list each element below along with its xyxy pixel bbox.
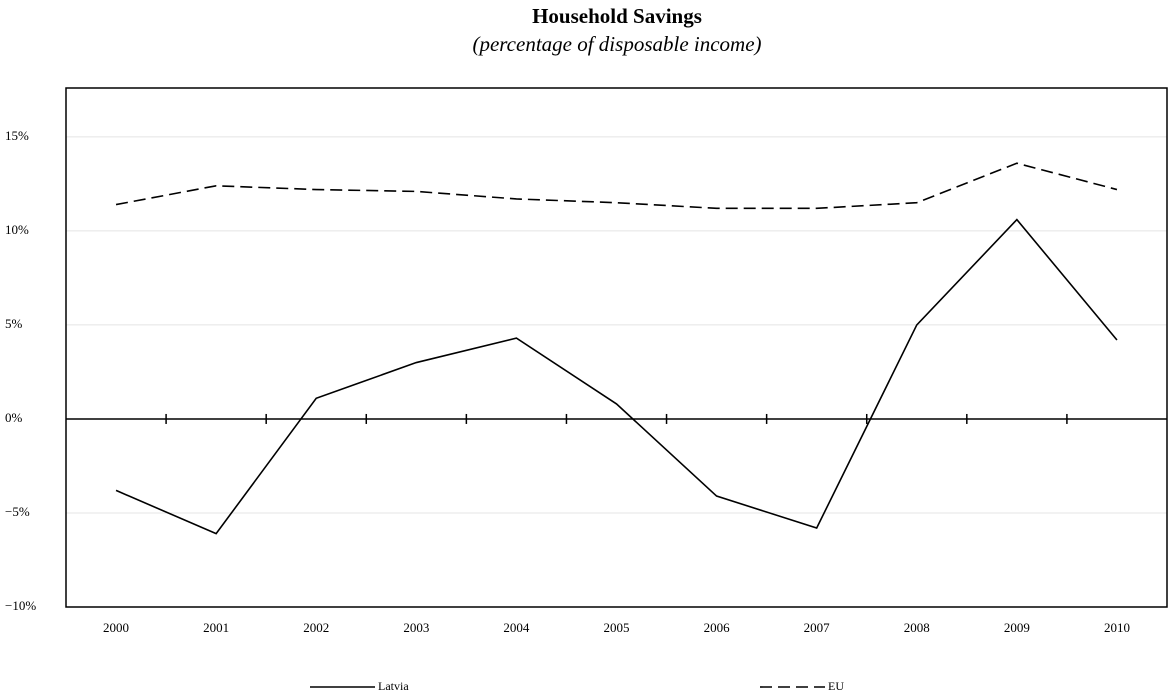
series-line (115, 218, 1118, 535)
y-tick-label: −5% (5, 504, 30, 519)
x-tick-label: 2007 (804, 620, 831, 635)
x-tick-label: 2004 (503, 620, 530, 635)
x-tick-label: 2005 (604, 620, 630, 635)
x-tick-label: 2009 (1004, 620, 1030, 635)
plot-frame (65, 87, 1168, 608)
y-tick-label: 5% (5, 316, 23, 331)
y-tick-label: 0% (5, 410, 23, 425)
x-tick-label: 2002 (303, 620, 329, 635)
y-tick-label: 15% (5, 128, 29, 143)
series-line (115, 162, 1118, 210)
y-tick-label: −10% (5, 598, 36, 613)
chart-title: Household Savings (532, 4, 702, 28)
chart-subtitle: (percentage of disposable income) (472, 32, 761, 56)
x-tick-label: 2008 (904, 620, 930, 635)
y-tick-label: 10% (5, 222, 29, 237)
x-tick-label: 2000 (103, 620, 129, 635)
legend-label: EU (828, 679, 844, 693)
x-tick-label: 2006 (704, 620, 731, 635)
x-tick-label: 2010 (1104, 620, 1130, 635)
x-tick-label: 2001 (203, 620, 229, 635)
legend-label: Latvia (378, 679, 409, 693)
x-tick-label: 2003 (403, 620, 429, 635)
